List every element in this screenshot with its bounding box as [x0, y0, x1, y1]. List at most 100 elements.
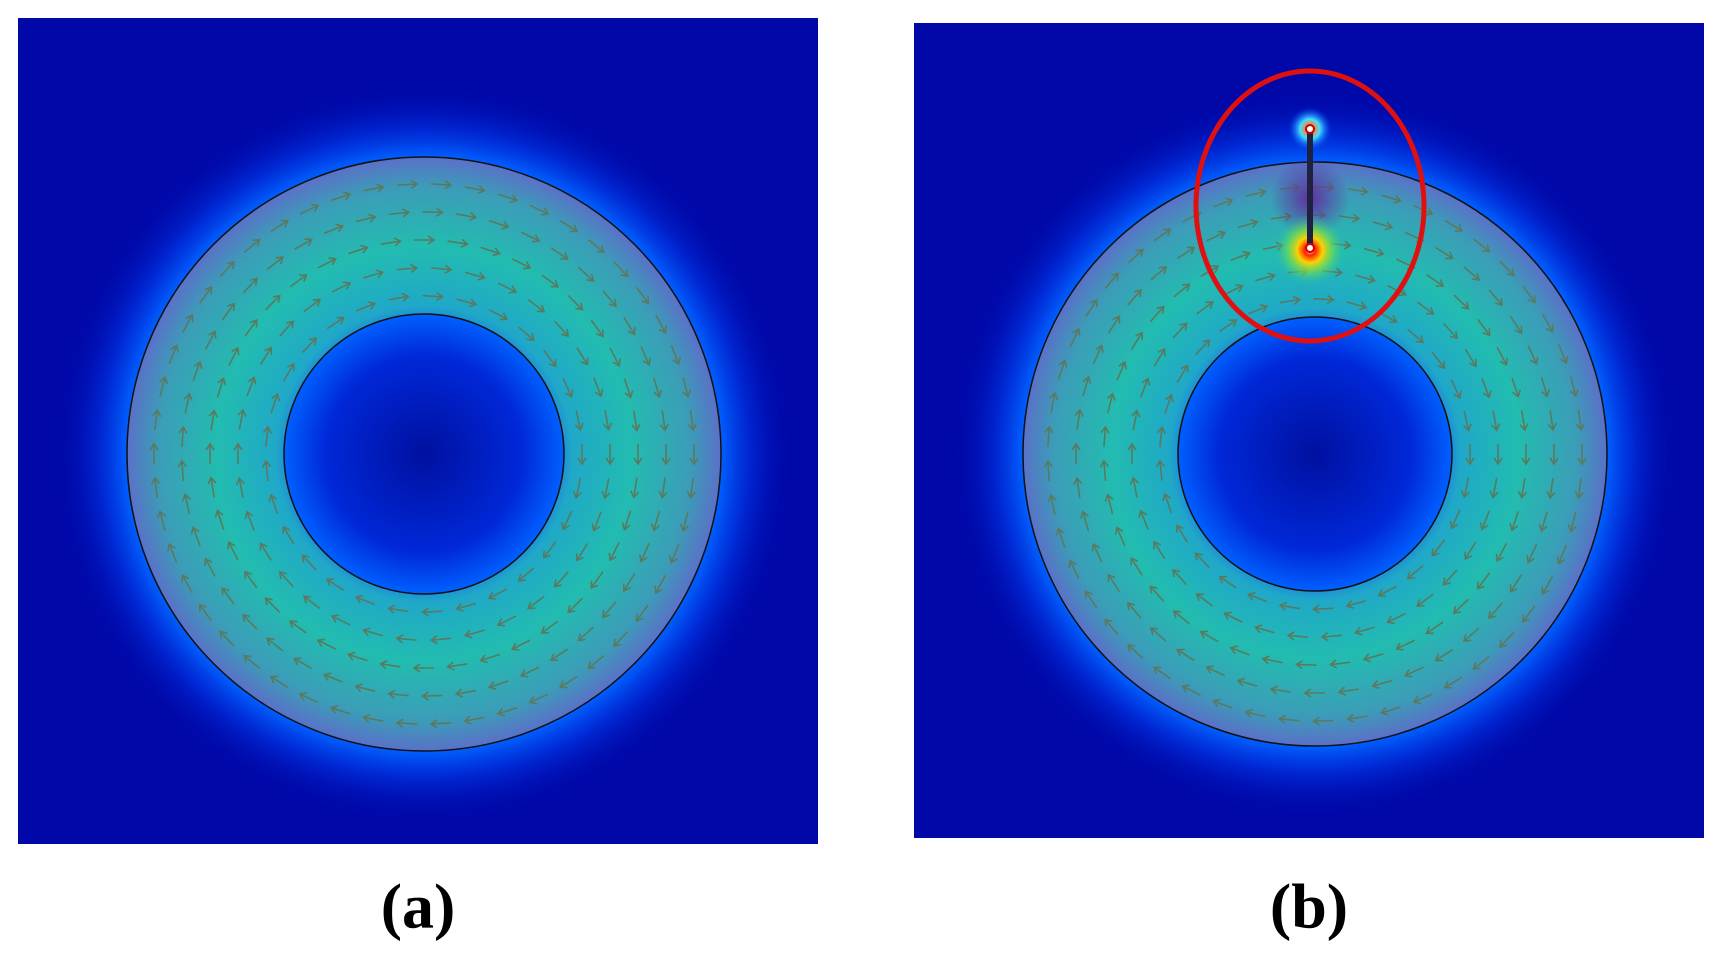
arrow [577, 444, 587, 466]
arrow [487, 588, 508, 600]
arrow [288, 620, 307, 634]
arrow [330, 614, 351, 626]
arrow [1434, 648, 1454, 662]
arrow [640, 346, 652, 367]
arrow [1213, 197, 1234, 208]
arrow [1218, 575, 1237, 589]
arrow [268, 493, 279, 515]
arrow [1126, 601, 1142, 619]
arrow [1442, 322, 1458, 340]
arrow [302, 595, 321, 610]
arrow [1496, 346, 1509, 367]
arrow [181, 493, 191, 515]
arrow [630, 477, 640, 499]
arrow [1464, 541, 1477, 561]
arrow [1519, 410, 1529, 432]
arrow [207, 476, 217, 498]
arrow [354, 594, 376, 606]
arrow [228, 346, 240, 367]
arrow [1195, 339, 1211, 356]
probe-end [1305, 124, 1315, 134]
arrow [1049, 391, 1059, 413]
arrow [602, 601, 617, 619]
arrow [635, 286, 650, 305]
arrow [543, 349, 557, 368]
arrow [1426, 274, 1445, 287]
arrow [529, 204, 550, 216]
arrow [682, 376, 692, 398]
arrow [654, 574, 667, 595]
arrow [639, 542, 650, 563]
arrow [575, 542, 589, 562]
arrow [622, 573, 636, 592]
arrow [1150, 265, 1168, 281]
arrow [1509, 315, 1523, 335]
arrow [567, 597, 583, 614]
arrow [1172, 610, 1190, 625]
arrow [526, 595, 545, 610]
arrow [1195, 593, 1214, 607]
arrow [1127, 288, 1142, 306]
arrow [1355, 274, 1377, 284]
arrow [623, 378, 634, 399]
arrow [1412, 693, 1433, 705]
arrow [183, 392, 193, 414]
arrow [553, 571, 569, 588]
arrow [1149, 585, 1165, 602]
arrow [1219, 319, 1238, 332]
arrow [517, 567, 535, 582]
arrow [1465, 444, 1475, 466]
arrow [1522, 605, 1536, 623]
highlight [1193, 68, 1427, 344]
arrow [1156, 425, 1167, 448]
arrow [593, 377, 604, 398]
arrow [1379, 706, 1401, 716]
arrow [1107, 315, 1121, 334]
arrow [1479, 510, 1490, 531]
arrow [1255, 272, 1276, 282]
arrow [298, 692, 319, 704]
arrow [465, 271, 486, 281]
arrow [1577, 444, 1587, 466]
arrow [282, 362, 295, 382]
arrow [246, 376, 257, 397]
arrow [1079, 510, 1090, 532]
arrow [1127, 248, 1144, 264]
arrow [1567, 511, 1577, 533]
arrow [325, 578, 345, 592]
arrow [1047, 493, 1057, 516]
arrow [1556, 544, 1567, 565]
arrow [488, 309, 509, 321]
arrow [178, 425, 188, 448]
panel [18, 18, 818, 844]
arrow [412, 663, 434, 673]
arrow [429, 634, 452, 645]
arrow [422, 207, 444, 217]
arrow [1547, 409, 1557, 432]
arrow [1277, 714, 1300, 724]
arrow [1542, 313, 1554, 333]
arrow [270, 219, 289, 233]
arrow [601, 478, 611, 500]
arrow [166, 542, 178, 563]
arrow [395, 634, 417, 644]
arrow [156, 510, 166, 532]
arrow [540, 620, 559, 634]
arrow [1084, 590, 1098, 609]
arrow [550, 247, 569, 260]
arrow [1114, 526, 1126, 547]
arrow [1395, 639, 1415, 651]
arrow [1481, 378, 1492, 399]
arrow [1416, 301, 1435, 315]
arrow [430, 180, 453, 190]
arrow [549, 648, 569, 662]
arrow [1149, 627, 1167, 642]
arrow [496, 615, 517, 627]
arrow [1245, 188, 1267, 198]
arrow [270, 392, 281, 414]
arrow [496, 706, 518, 717]
arrow [1444, 219, 1464, 232]
arrow [554, 320, 570, 338]
arrow [1488, 602, 1503, 620]
arrow [363, 183, 385, 193]
